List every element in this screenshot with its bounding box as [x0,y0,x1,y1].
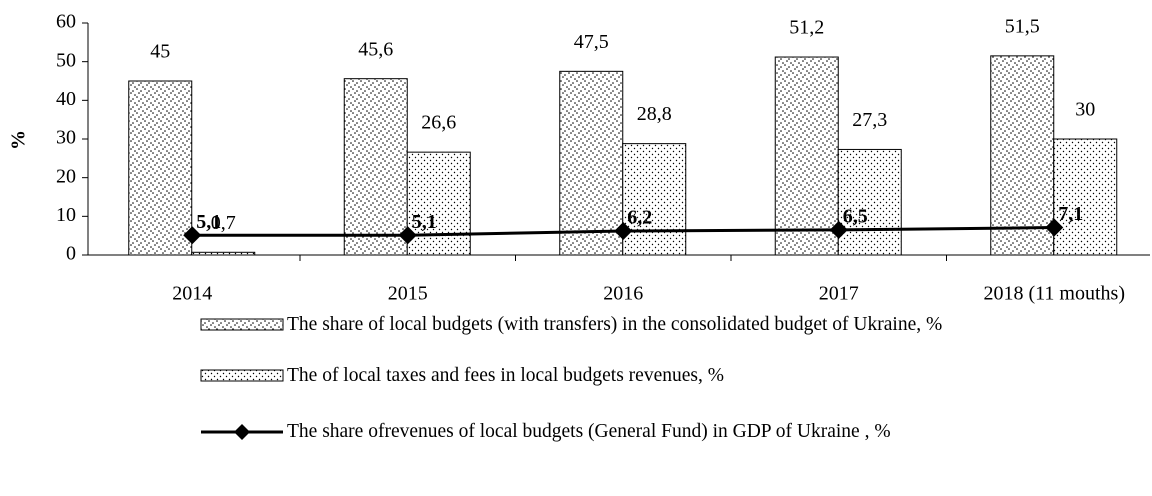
legend-swatch [200,369,284,382]
bar [990,55,1055,256]
bar [837,148,902,256]
x-tick-label: 2017 [819,283,859,305]
marker [398,226,417,245]
legend-entry: The share ofrevenues of local budgets (G… [287,421,891,442]
marker [829,220,848,239]
marker [1045,218,1064,237]
legend-entry: The share of local budgets (with transfe… [287,314,943,335]
y-tick-label: 40 [56,88,76,110]
x-tick-label: 2018 (11 mouths) [984,283,1125,305]
bar [343,78,408,256]
legend-entry: The of local taxes and fees in local bud… [287,365,724,386]
bar [622,143,687,256]
y-tick-label: 60 [56,11,76,33]
y-tick-label: 50 [56,49,76,71]
bar [406,151,471,256]
value-label: 30 [1075,99,1095,121]
marker [183,226,202,245]
value-label: 5,1 [196,211,221,233]
value-label: 27,3 [852,109,887,131]
value-label: 51,5 [1005,15,1040,37]
value-label: 26,6 [421,112,456,134]
bar [128,80,193,256]
bar [191,251,256,256]
marker [614,222,633,241]
x-tick-label: 2016 [603,283,643,305]
value-label: 51,2 [789,17,824,39]
value-label: 0,7 [211,212,236,234]
value-label: 28,8 [637,103,672,125]
value-label: 45 [150,41,170,63]
y-tick-label: 30 [56,127,76,149]
value-label: 7,1 [1058,203,1083,225]
legend-swatch [200,318,284,331]
bar [559,70,624,256]
legend-swatch [234,424,250,440]
y-tick-label: 20 [56,165,76,187]
x-tick-label: 2015 [388,283,428,305]
value-label: 6,2 [627,207,652,229]
bar [1053,138,1118,256]
y-tick-label: 10 [56,204,76,226]
bar [774,56,839,256]
y-tick-label: 0 [66,243,76,265]
value-label: 45,6 [358,38,393,60]
value-label: 5,1 [412,211,437,233]
y-axis-label: % [8,130,30,150]
value-label: 6,5 [843,205,868,227]
value-label: 47,5 [574,31,609,53]
x-tick-label: 2014 [172,283,212,305]
